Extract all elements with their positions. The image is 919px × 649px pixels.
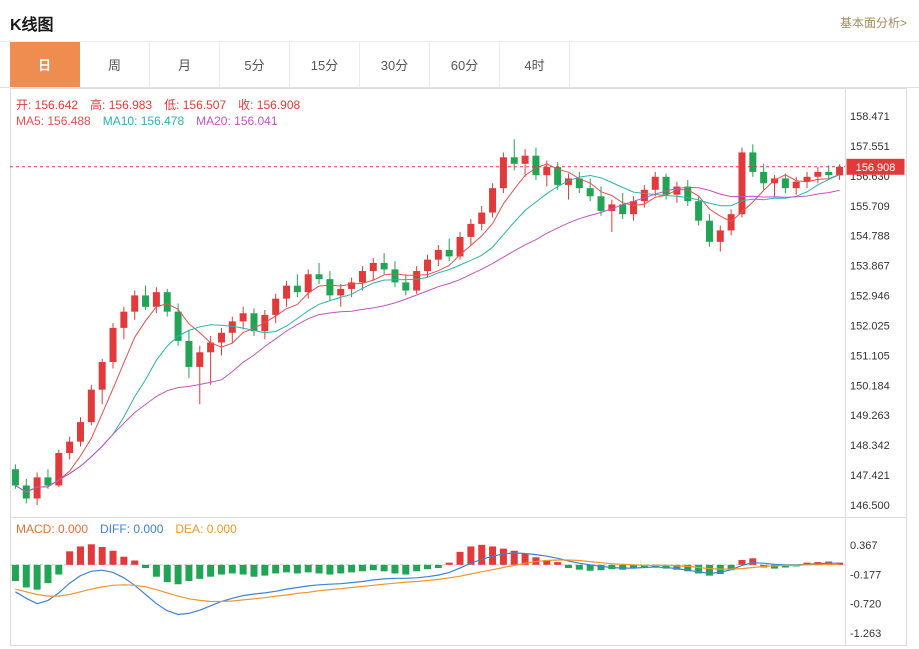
macd-axis-label: 0.367 xyxy=(850,540,878,552)
close-value: 收: 156.908 xyxy=(238,98,301,112)
y-axis-label: 158.471 xyxy=(850,111,890,123)
macd-axis-label: -0.177 xyxy=(850,569,881,581)
y-axis-label: 152.946 xyxy=(850,291,890,303)
page-title: K线图 xyxy=(10,17,54,34)
open-value: 开: 156.642 xyxy=(16,98,79,112)
diff-line xyxy=(15,552,840,616)
y-axis-label: 148.342 xyxy=(850,440,890,452)
y-axis-label: 153.867 xyxy=(850,261,890,273)
y-axis-label: 149.263 xyxy=(850,410,890,422)
ma10-value: MA10: 156.478 xyxy=(102,114,185,128)
current-price-badge: 156.908 xyxy=(846,158,905,175)
macd-axis: 0.367 -0.177 -0.720 -1.263 xyxy=(850,540,881,640)
tab-week[interactable]: 周 xyxy=(80,42,150,87)
ma20-line xyxy=(15,186,840,493)
y-axis-label: 151.105 xyxy=(850,350,890,362)
macd-legend: MACD: 0.000 DIFF: 0.000 DEA: 0.000 xyxy=(16,522,249,536)
interval-tabbar: 日 周 月 5分 15分 30分 60分 4时 xyxy=(0,42,919,88)
low-value: 低: 156.507 xyxy=(164,98,227,112)
high-value: 高: 156.983 xyxy=(90,98,153,112)
header: K线图 基本面分析> xyxy=(0,0,919,42)
ma10-line xyxy=(15,174,840,493)
y-axis-label: 146.500 xyxy=(850,500,890,512)
tab-month[interactable]: 月 xyxy=(150,42,220,87)
dea-line xyxy=(15,559,840,603)
macd-histogram xyxy=(11,544,844,590)
ma20-value: MA20: 156.041 xyxy=(196,114,278,128)
y-axis-label: 147.421 xyxy=(850,470,890,482)
y-axis-label: 150.184 xyxy=(850,380,890,392)
dea-value: DEA: 0.000 xyxy=(175,522,237,536)
tab-60min[interactable]: 60分 xyxy=(430,42,500,87)
tab-5min[interactable]: 5分 xyxy=(220,42,290,87)
macd-axis-label: -0.720 xyxy=(850,599,881,611)
tab-4hour[interactable]: 4时 xyxy=(500,42,570,87)
y-axis-label: 155.709 xyxy=(850,201,890,213)
price-axis: 158.471157.551156.630155.709154.788153.8… xyxy=(850,111,890,512)
tab-day[interactable]: 日 xyxy=(10,42,80,87)
macd-axis-label: -1.263 xyxy=(850,628,881,640)
chart-border xyxy=(10,88,907,646)
svg-text:156.908: 156.908 xyxy=(856,162,896,174)
tab-30min[interactable]: 30分 xyxy=(360,42,430,87)
diff-value: DIFF: 0.000 xyxy=(100,522,164,536)
ohlc-legend: 开: 156.642 高: 156.983 低: 156.507 收: 156.908 xyxy=(16,96,312,113)
ma5-line xyxy=(15,163,840,493)
y-axis-label: 152.025 xyxy=(850,320,890,332)
candles-layer xyxy=(11,139,844,505)
macd-value: MACD: 0.000 xyxy=(16,522,89,536)
ma5-value: MA5: 156.488 xyxy=(16,114,91,128)
tab-15min[interactable]: 15分 xyxy=(290,42,360,87)
fundamental-analysis-link[interactable]: 基本面分析> xyxy=(839,16,907,30)
y-axis-label: 154.788 xyxy=(850,231,890,243)
ma-legend: MA5: 156.488 MA10: 156.478 MA20: 156.041 xyxy=(16,114,290,128)
y-axis-label: 157.551 xyxy=(850,141,890,153)
